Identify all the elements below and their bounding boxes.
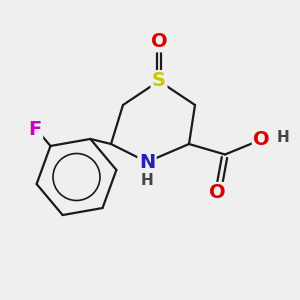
Text: O: O [253,130,270,149]
Text: H: H [141,173,153,188]
Text: S: S [152,71,166,91]
Text: H: H [276,130,289,145]
Text: F: F [28,120,42,140]
Text: O: O [209,183,226,202]
Text: N: N [139,152,155,172]
Text: O: O [151,32,167,51]
